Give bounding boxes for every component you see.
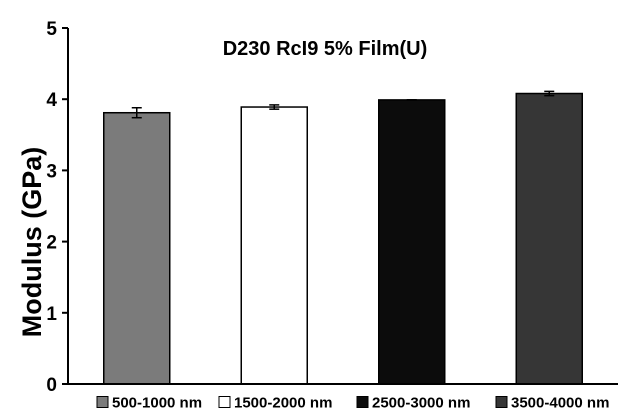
legend-swatch <box>495 396 508 408</box>
legend-swatch <box>356 396 369 408</box>
bar <box>378 99 446 385</box>
bar <box>240 106 308 385</box>
y-tick-label: 2 <box>46 233 57 254</box>
legend-label: 500-1000 nm <box>112 395 202 412</box>
bars <box>103 90 583 385</box>
legend-swatch <box>218 396 231 408</box>
legend-label: 1500-2000 nm <box>234 395 332 412</box>
legend-label: 3500-4000 nm <box>511 395 609 412</box>
legend-label: 2500-3000 nm <box>372 395 470 412</box>
y-axis-label: Modulus (GPa) <box>17 147 47 338</box>
legend: 500-1000 nm 1500-2000 nm 2500-3000 nm 3500-… <box>96 395 609 412</box>
y-tick-label: 5 <box>46 19 57 40</box>
legend-swatch <box>96 396 109 408</box>
y-tick-label: 3 <box>46 161 57 182</box>
chart-title: D230 RcI9 5% Film(U) <box>223 38 428 60</box>
y-axis-ticks: 0 1 2 3 4 5 <box>46 19 68 396</box>
y-tick-label: 0 <box>46 375 57 396</box>
bar <box>103 111 171 385</box>
y-tick-label: 4 <box>46 90 57 111</box>
y-tick-label: 1 <box>46 304 57 325</box>
axes <box>67 28 618 385</box>
bar <box>515 92 583 385</box>
